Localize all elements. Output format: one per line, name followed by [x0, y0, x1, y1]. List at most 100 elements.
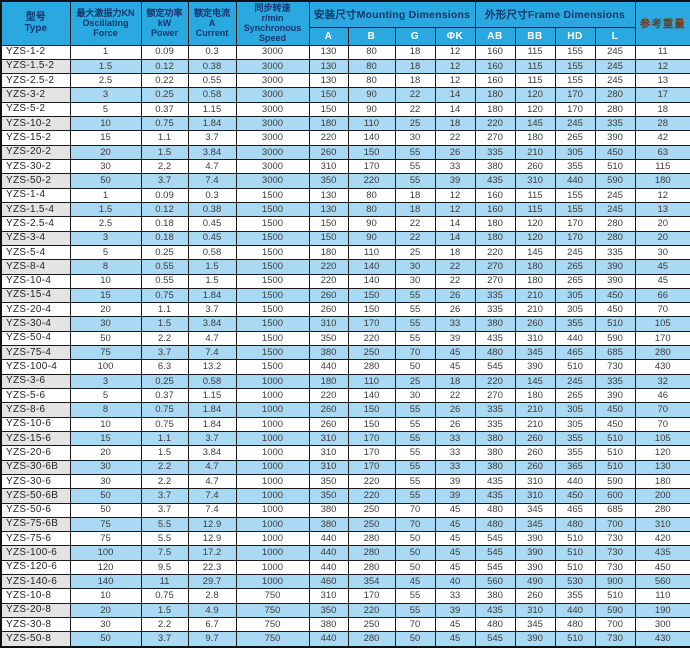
value-cell: 0.09	[140, 187, 189, 203]
value-cell: 350	[308, 330, 349, 347]
value-cell: 750	[235, 602, 310, 619]
value-cell: 55	[394, 459, 436, 475]
table-row: YZS-30-6 30 2.2 4.7 1000 350 220 55 39 435 310 440 5…	[0, 473, 690, 490]
value-cell: 1500	[235, 259, 310, 275]
value-cell: 1000	[235, 445, 310, 461]
value-cell: 3.7	[140, 173, 189, 189]
value-cell: 115	[514, 187, 556, 203]
value-cell: 2.5	[69, 73, 142, 89]
table-row: YZS-3-2 3 0.25 0.58 3000 150 90 22 14 180 120 170 28…	[0, 87, 690, 103]
value-cell: 33	[434, 588, 476, 604]
type-cell: YZS-120-6	[0, 559, 71, 576]
table-row: YZS-2.5-2 2.5 0.22 0.55 3000 130 80 18 12 160 115 1…	[0, 73, 690, 89]
value-cell: 1500	[235, 187, 310, 203]
value-cell: 145	[514, 244, 556, 261]
value-cell: 0.55	[140, 273, 189, 289]
value-cell: 80	[347, 201, 396, 218]
value-cell: 440	[554, 473, 596, 490]
value-cell: 1000	[235, 430, 310, 447]
value-cell: 12	[434, 187, 476, 203]
value-cell: 40	[434, 574, 476, 590]
value-cell: 7.5	[140, 545, 189, 561]
value-cell: 70	[394, 502, 436, 518]
header-dim-l: L	[594, 26, 636, 46]
value-cell: 3.7	[187, 130, 237, 146]
value-cell: 700	[594, 616, 636, 633]
value-cell: 380	[308, 345, 349, 361]
value-cell: 55	[394, 402, 436, 418]
header-dim-phi-k: ΦK	[434, 26, 476, 46]
value-cell: 335	[474, 302, 516, 318]
value-cell: 245	[594, 73, 636, 89]
value-cell: 210	[514, 416, 556, 432]
value-cell: 220	[308, 387, 349, 404]
value-cell: 350	[308, 602, 349, 619]
value-cell: 310	[514, 330, 556, 347]
table-row: YZS-5-2 5 0.37 1.15 3000 150 90 22 14 180 120 170 28…	[0, 101, 690, 118]
value-cell: 380	[474, 445, 516, 461]
value-cell: 3000	[235, 144, 310, 161]
value-cell: 14	[434, 230, 476, 246]
value-cell: 55	[394, 602, 436, 619]
value-cell: 480	[474, 502, 516, 518]
value-cell: 12.9	[187, 531, 237, 547]
value-cell: 8	[69, 259, 142, 275]
value-cell: 310	[308, 445, 349, 461]
value-cell: 45	[434, 531, 476, 547]
value-cell: 480	[474, 345, 516, 361]
value-cell: 150	[347, 402, 396, 418]
value-cell: 3.84	[187, 316, 237, 332]
value-cell: 440	[554, 330, 596, 347]
value-cell: 450	[594, 416, 636, 432]
value-cell: 1000	[235, 473, 310, 490]
value-cell: 160	[474, 73, 516, 89]
value-cell: 170	[634, 330, 690, 347]
value-cell: 150	[347, 287, 396, 304]
value-cell: 3	[69, 230, 142, 246]
value-cell: 145	[514, 373, 556, 390]
value-cell: 440	[308, 545, 349, 561]
value-cell: 13	[634, 201, 690, 218]
value-cell: 3.7	[140, 631, 189, 648]
table-row: YZS-120-6 120 9.5 22.3 1000 440 280 50 45 545 390 5…	[0, 559, 690, 576]
value-cell: 18	[394, 58, 436, 75]
value-cell: 310	[308, 158, 349, 175]
value-cell: 310	[514, 602, 556, 619]
value-cell: 245	[554, 373, 596, 390]
value-cell: 1500	[235, 345, 310, 361]
value-cell: 435	[474, 473, 516, 490]
value-cell: 30	[394, 387, 436, 404]
value-cell: 3.7	[140, 502, 189, 518]
value-cell: 80	[347, 44, 396, 60]
value-cell: 18	[434, 116, 476, 132]
type-cell: YZS-20-2	[0, 144, 71, 161]
type-cell: YZS-5-6	[0, 387, 71, 404]
value-cell: 4.7	[187, 330, 237, 347]
value-cell: 70	[394, 345, 436, 361]
table-row: YZS-30-6B 30 2.2 4.7 1000 310 170 55 33 380 260 365…	[0, 459, 690, 475]
value-cell: 3.7	[187, 302, 237, 318]
value-cell: 365	[554, 459, 596, 475]
value-cell: 260	[308, 302, 349, 318]
value-cell: 160	[474, 58, 516, 75]
type-cell: YZS-50-6B	[0, 488, 71, 504]
value-cell: 45	[634, 259, 690, 275]
table-row: YZS-1-2 1 0.09 0.3 3000 130 80 18 12 160 115 155 245…	[0, 44, 690, 60]
value-cell: 0.58	[187, 373, 237, 390]
type-cell: YZS-30-2	[0, 158, 71, 175]
value-cell: 115	[514, 58, 556, 75]
value-cell: 260	[514, 430, 556, 447]
value-cell: 250	[347, 616, 396, 633]
value-cell: 55	[394, 445, 436, 461]
value-cell: 390	[594, 259, 636, 275]
header-dim-g: G	[394, 26, 436, 46]
value-cell: 335	[594, 116, 636, 132]
value-cell: 4.7	[187, 158, 237, 175]
value-cell: 180	[634, 473, 690, 490]
value-cell: 155	[554, 44, 596, 60]
value-cell: 50	[69, 631, 142, 648]
value-cell: 354	[347, 574, 396, 590]
value-cell: 1.1	[140, 130, 189, 146]
value-cell: 260	[514, 459, 556, 475]
value-cell: 350	[308, 173, 349, 189]
